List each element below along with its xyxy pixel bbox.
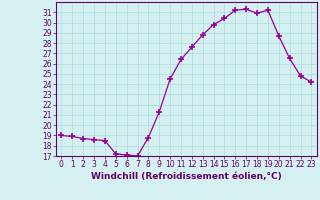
X-axis label: Windchill (Refroidissement éolien,°C): Windchill (Refroidissement éolien,°C) bbox=[91, 172, 282, 181]
